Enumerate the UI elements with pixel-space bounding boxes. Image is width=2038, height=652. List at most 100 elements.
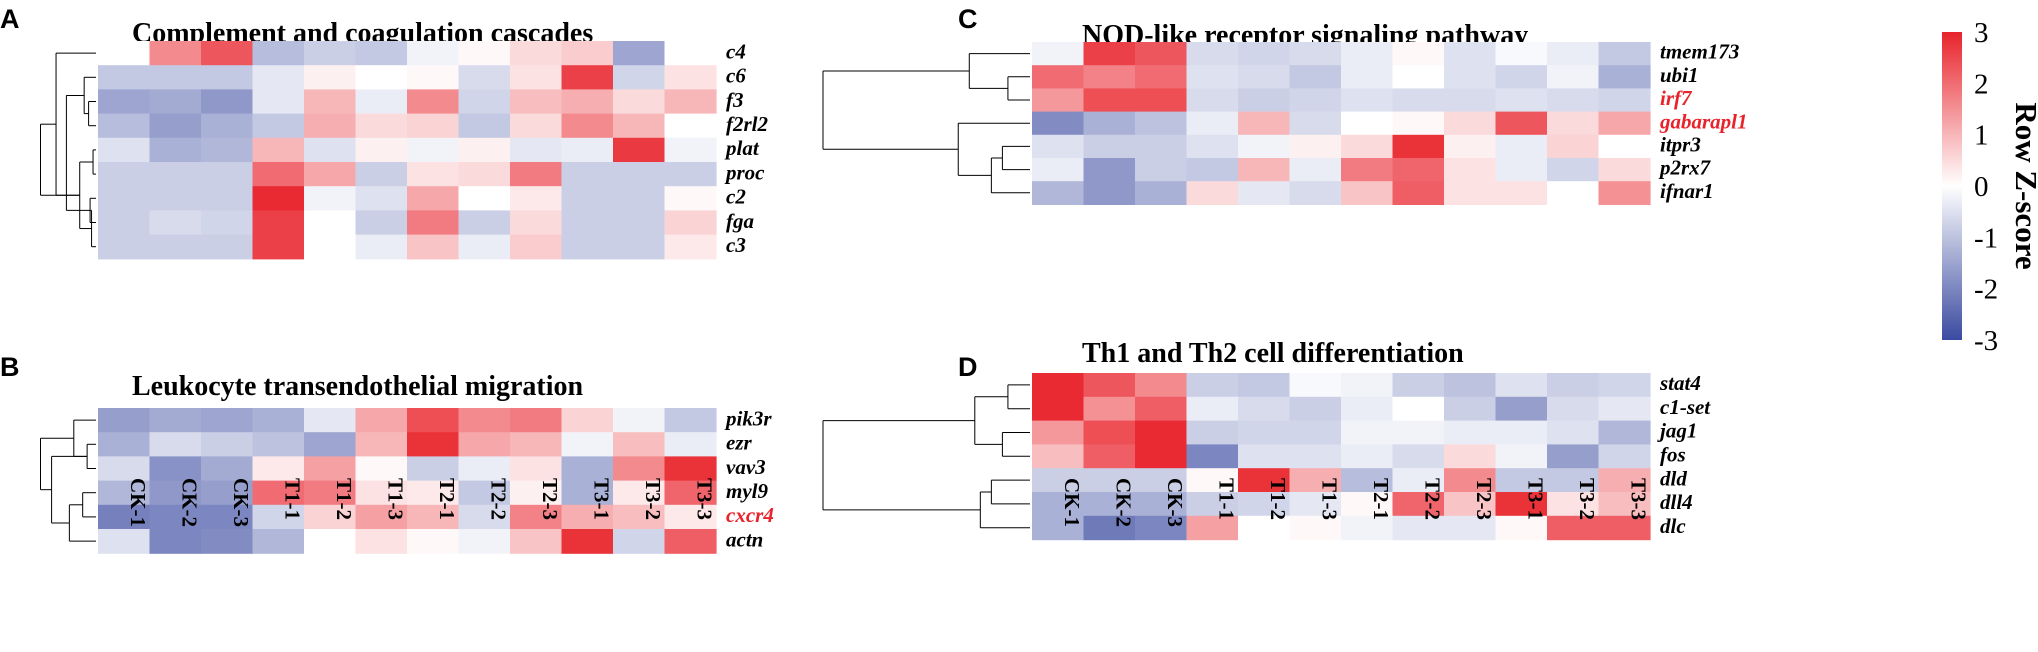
heatmap-cell [1238,515,1291,541]
heatmap-cell [1547,444,1600,469]
heatmap-cell [458,408,511,433]
gene-label: dll4 [1660,490,1693,514]
panel-letter-a: A [0,4,20,34]
heatmap-cell [613,408,666,433]
heatmap-cell [458,529,511,554]
gene-label: jag1 [1657,419,1697,443]
heatmap-cell [613,234,666,260]
heatmap-cell [201,113,254,139]
heatmap-cell [664,41,717,66]
panel-d-dendrogram [822,384,1030,529]
heatmap-cell [1547,111,1600,136]
heatmap-cell [98,210,151,236]
panel-letter-d: D [958,352,978,382]
heatmap-cell [98,234,151,260]
heatmap-cell [252,234,305,260]
heatmap-cell [1032,158,1085,182]
heatmap-cell [149,408,202,433]
heatmap-cell [149,210,202,236]
panel-a: A Complement and coagulation cascades c4… [0,4,769,260]
heatmap-cell [510,480,563,506]
heatmap-cell [201,408,254,433]
heatmap-cell [149,89,202,115]
panel-b-dendrogram [40,419,96,542]
panel-d-sample-labels: CK-1 CK-2 CK-3 T1-1 T1-2 T1-3 T2-1 T2-2 T2-3 T3-1… [1060,478,1651,527]
heatmap-cell [98,432,151,457]
heatmap-cell [1598,468,1651,493]
heatmap-cell [201,162,254,187]
heatmap-cell [1392,134,1445,159]
legend-tick-label: 3 [1974,17,1989,49]
heatmap-cell [458,210,511,236]
heatmap-cell [510,529,563,554]
heatmap-cell [1135,468,1188,493]
heatmap-cell [1341,42,1394,66]
heatmap-cell [1598,181,1651,205]
heatmap-cell [149,65,202,90]
sample-label: CK-1 [1060,478,1084,527]
heatmap-cell [510,432,563,457]
heatmap-cell [561,456,614,482]
heatmap-cell [407,529,460,554]
heatmap-cell [355,41,408,66]
heatmap-cell [201,504,254,530]
gene-label: c1-set [1660,395,1711,419]
heatmap-cell [510,89,563,115]
heatmap-cell [561,89,614,115]
heatmap-cell [561,186,614,211]
heatmap-cell [1341,65,1394,89]
heatmap-cell [149,234,202,260]
gene-label: f2rl2 [726,112,769,136]
panel-b-title: Leukocyte transendothelial migration [132,371,584,402]
sample-label: T1-1 [280,478,304,520]
heatmap-cell [1083,111,1136,136]
gene-label: c6 [726,64,746,88]
heatmap-cell [1444,88,1497,113]
heatmap-cell [98,456,151,482]
heatmap-cell [1341,111,1394,136]
heatmap-cell [407,65,460,90]
heatmap-cell [1135,111,1188,136]
heatmap-cell [1495,515,1548,541]
heatmap-cell [1238,444,1291,469]
heatmap-cell [1495,65,1548,89]
heatmap-cell [1341,158,1394,182]
heatmap-cell [1289,42,1342,66]
heatmap-cell [1186,65,1239,89]
heatmap-cell [98,504,151,530]
heatmap-cell [149,113,202,139]
gene-label: plat [724,136,760,160]
heatmap-cell [1186,492,1239,517]
heatmap-cell [1238,134,1291,159]
heatmap-cell [355,113,408,139]
heatmap-cell [407,408,460,433]
sample-label: T2-1 [1369,478,1393,520]
heatmap-cell [1135,373,1188,398]
heatmap-cell [1598,158,1651,182]
heatmap-cell [1135,88,1188,113]
heatmap-cell [1392,65,1445,89]
heatmap-cell [1598,444,1651,469]
heatmap-cell [1032,134,1085,159]
heatmap-cell [1032,420,1085,445]
heatmap-cell [1495,42,1548,66]
heatmap-cell [458,504,511,530]
heatmap-cell [304,408,357,433]
legend-color-bar [1942,32,1962,340]
heatmap-cell [1135,65,1188,89]
heatmap-cell [510,408,563,433]
heatmap-cell [613,89,666,115]
heatmap-cell [252,529,305,554]
heatmap-cell [252,210,305,236]
heatmap-cell [1495,181,1548,205]
heatmap-cell [664,210,717,236]
heatmap-cell [98,480,151,506]
heatmap-cell [458,137,511,163]
heatmap-cell [561,137,614,163]
heatmap-cell [510,186,563,211]
heatmap-cell [1444,158,1497,182]
heatmap-cell [1444,444,1497,469]
gene-label: ezr [726,431,752,455]
heatmap-cell [1186,468,1239,493]
heatmap-cell [149,456,202,482]
